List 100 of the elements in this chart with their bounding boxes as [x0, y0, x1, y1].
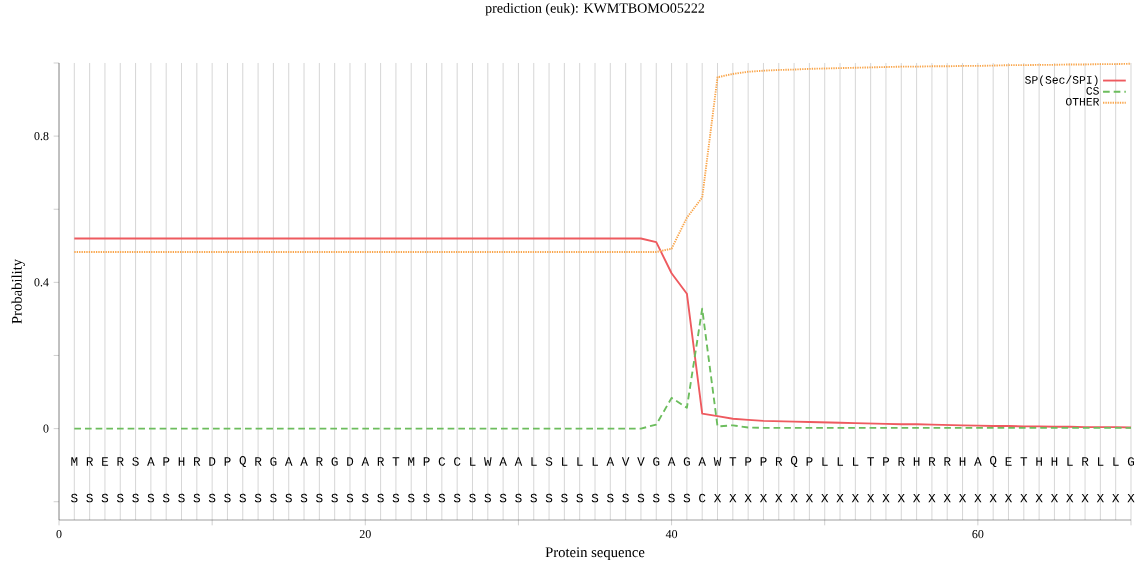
- annotation: S: [254, 493, 262, 503]
- annotation: L: [592, 457, 598, 466]
- annotation: G: [1127, 457, 1135, 466]
- legend-label: CS: [1086, 86, 1099, 95]
- annotation: W: [713, 457, 722, 466]
- annotation: L: [853, 457, 859, 466]
- annotation: D: [209, 457, 216, 466]
- annotation: W: [484, 457, 492, 466]
- annotation: G: [653, 457, 660, 466]
- annotation: S: [193, 493, 201, 503]
- annotation: S: [132, 493, 139, 503]
- annotation: A: [284, 457, 293, 466]
- annotation: X: [882, 493, 890, 503]
- y-tick-label: 0.8: [34, 132, 49, 141]
- annotation: L: [577, 457, 583, 466]
- x-tick-label: 20: [359, 530, 371, 539]
- annotation: G: [331, 457, 338, 466]
- annotation: S: [178, 493, 185, 503]
- annotation: X: [913, 493, 921, 503]
- y-tick-label: 0.4: [34, 278, 49, 287]
- annotation: X: [958, 493, 967, 503]
- x-tick-label: 40: [665, 530, 678, 539]
- annotation: S: [162, 493, 170, 503]
- annotation: A: [514, 457, 523, 466]
- annotation: S: [208, 493, 216, 503]
- annotation: S: [224, 493, 231, 503]
- annotation: C: [454, 457, 461, 466]
- annotation: S: [545, 493, 553, 503]
- annotation: Q: [239, 456, 246, 467]
- annotation: R: [86, 457, 94, 466]
- annotation: S: [316, 493, 323, 503]
- annotation: V: [621, 457, 630, 466]
- annotation: X: [897, 493, 905, 503]
- annotation: S: [116, 493, 124, 503]
- annotation: R: [1082, 457, 1089, 466]
- annotation: P: [423, 457, 430, 466]
- annotation: S: [407, 493, 415, 503]
- annotation: M: [408, 457, 415, 466]
- annotation: G: [270, 457, 277, 466]
- annotation: L: [1098, 457, 1104, 466]
- annotation: S: [270, 493, 277, 503]
- annotation: A: [606, 457, 615, 466]
- annotation: S: [637, 493, 645, 503]
- annotation: H: [1036, 457, 1042, 466]
- annotation: A: [361, 457, 370, 466]
- annotation: X: [790, 493, 798, 503]
- annotation: L: [470, 457, 476, 466]
- annotation: X: [1112, 493, 1120, 503]
- annotation: X: [943, 493, 951, 503]
- annotation: Q: [990, 456, 997, 467]
- y-axis-title: Probability: [11, 258, 25, 324]
- annotation: X: [974, 493, 982, 503]
- annotation: E: [1005, 457, 1012, 466]
- annotation: S: [576, 493, 583, 503]
- annotation: X: [759, 493, 768, 503]
- annotation: R: [377, 457, 385, 466]
- annotation: L: [822, 457, 828, 466]
- annotation: A: [667, 457, 676, 466]
- annotation: X: [805, 493, 813, 503]
- annotation: S: [392, 493, 400, 503]
- annotation: P: [745, 457, 752, 466]
- annotation: R: [929, 457, 936, 466]
- annotation: R: [255, 457, 262, 466]
- annotation: H: [1051, 457, 1058, 466]
- annotation: P: [883, 457, 890, 466]
- annotation: S: [607, 493, 614, 503]
- annotation: S: [132, 457, 139, 466]
- x-tick-label: 0: [56, 530, 62, 539]
- annotation: L: [1067, 457, 1073, 466]
- annotation: S: [285, 493, 292, 503]
- annotation: T: [392, 457, 400, 466]
- annotation: T: [729, 457, 737, 466]
- annotation: X: [851, 493, 859, 503]
- annotation: P: [163, 457, 170, 466]
- x-tick-label: 60: [972, 530, 984, 539]
- annotation: H: [178, 457, 185, 466]
- annotation: S: [499, 493, 507, 503]
- annotation: R: [117, 457, 124, 466]
- x-axis-title: Protein sequence: [545, 547, 645, 561]
- annotation: P: [760, 457, 767, 466]
- annotation: X: [1004, 493, 1013, 503]
- annotation: X: [1050, 493, 1059, 503]
- annotation: S: [147, 493, 155, 503]
- annotation: S: [484, 493, 491, 503]
- annotation: X: [1096, 493, 1104, 503]
- annotation: L: [837, 457, 844, 466]
- annotation: S: [361, 493, 369, 503]
- legend-label: OTHER: [1065, 97, 1100, 106]
- annotation: P: [806, 457, 813, 466]
- annotation: V: [637, 457, 645, 466]
- annotation: X: [836, 493, 844, 503]
- annotation: X: [821, 493, 829, 503]
- annotation: S: [622, 493, 629, 503]
- annotation: S: [668, 493, 675, 503]
- annotation: X: [928, 493, 936, 503]
- annotation: T: [1020, 457, 1028, 466]
- legend-label: SP(Sec/SPI): [1025, 75, 1098, 87]
- chart-title: prediction (euk): KWMTBOMO05222: [485, 2, 705, 16]
- annotation: L: [531, 457, 537, 466]
- annotation: S: [515, 493, 522, 503]
